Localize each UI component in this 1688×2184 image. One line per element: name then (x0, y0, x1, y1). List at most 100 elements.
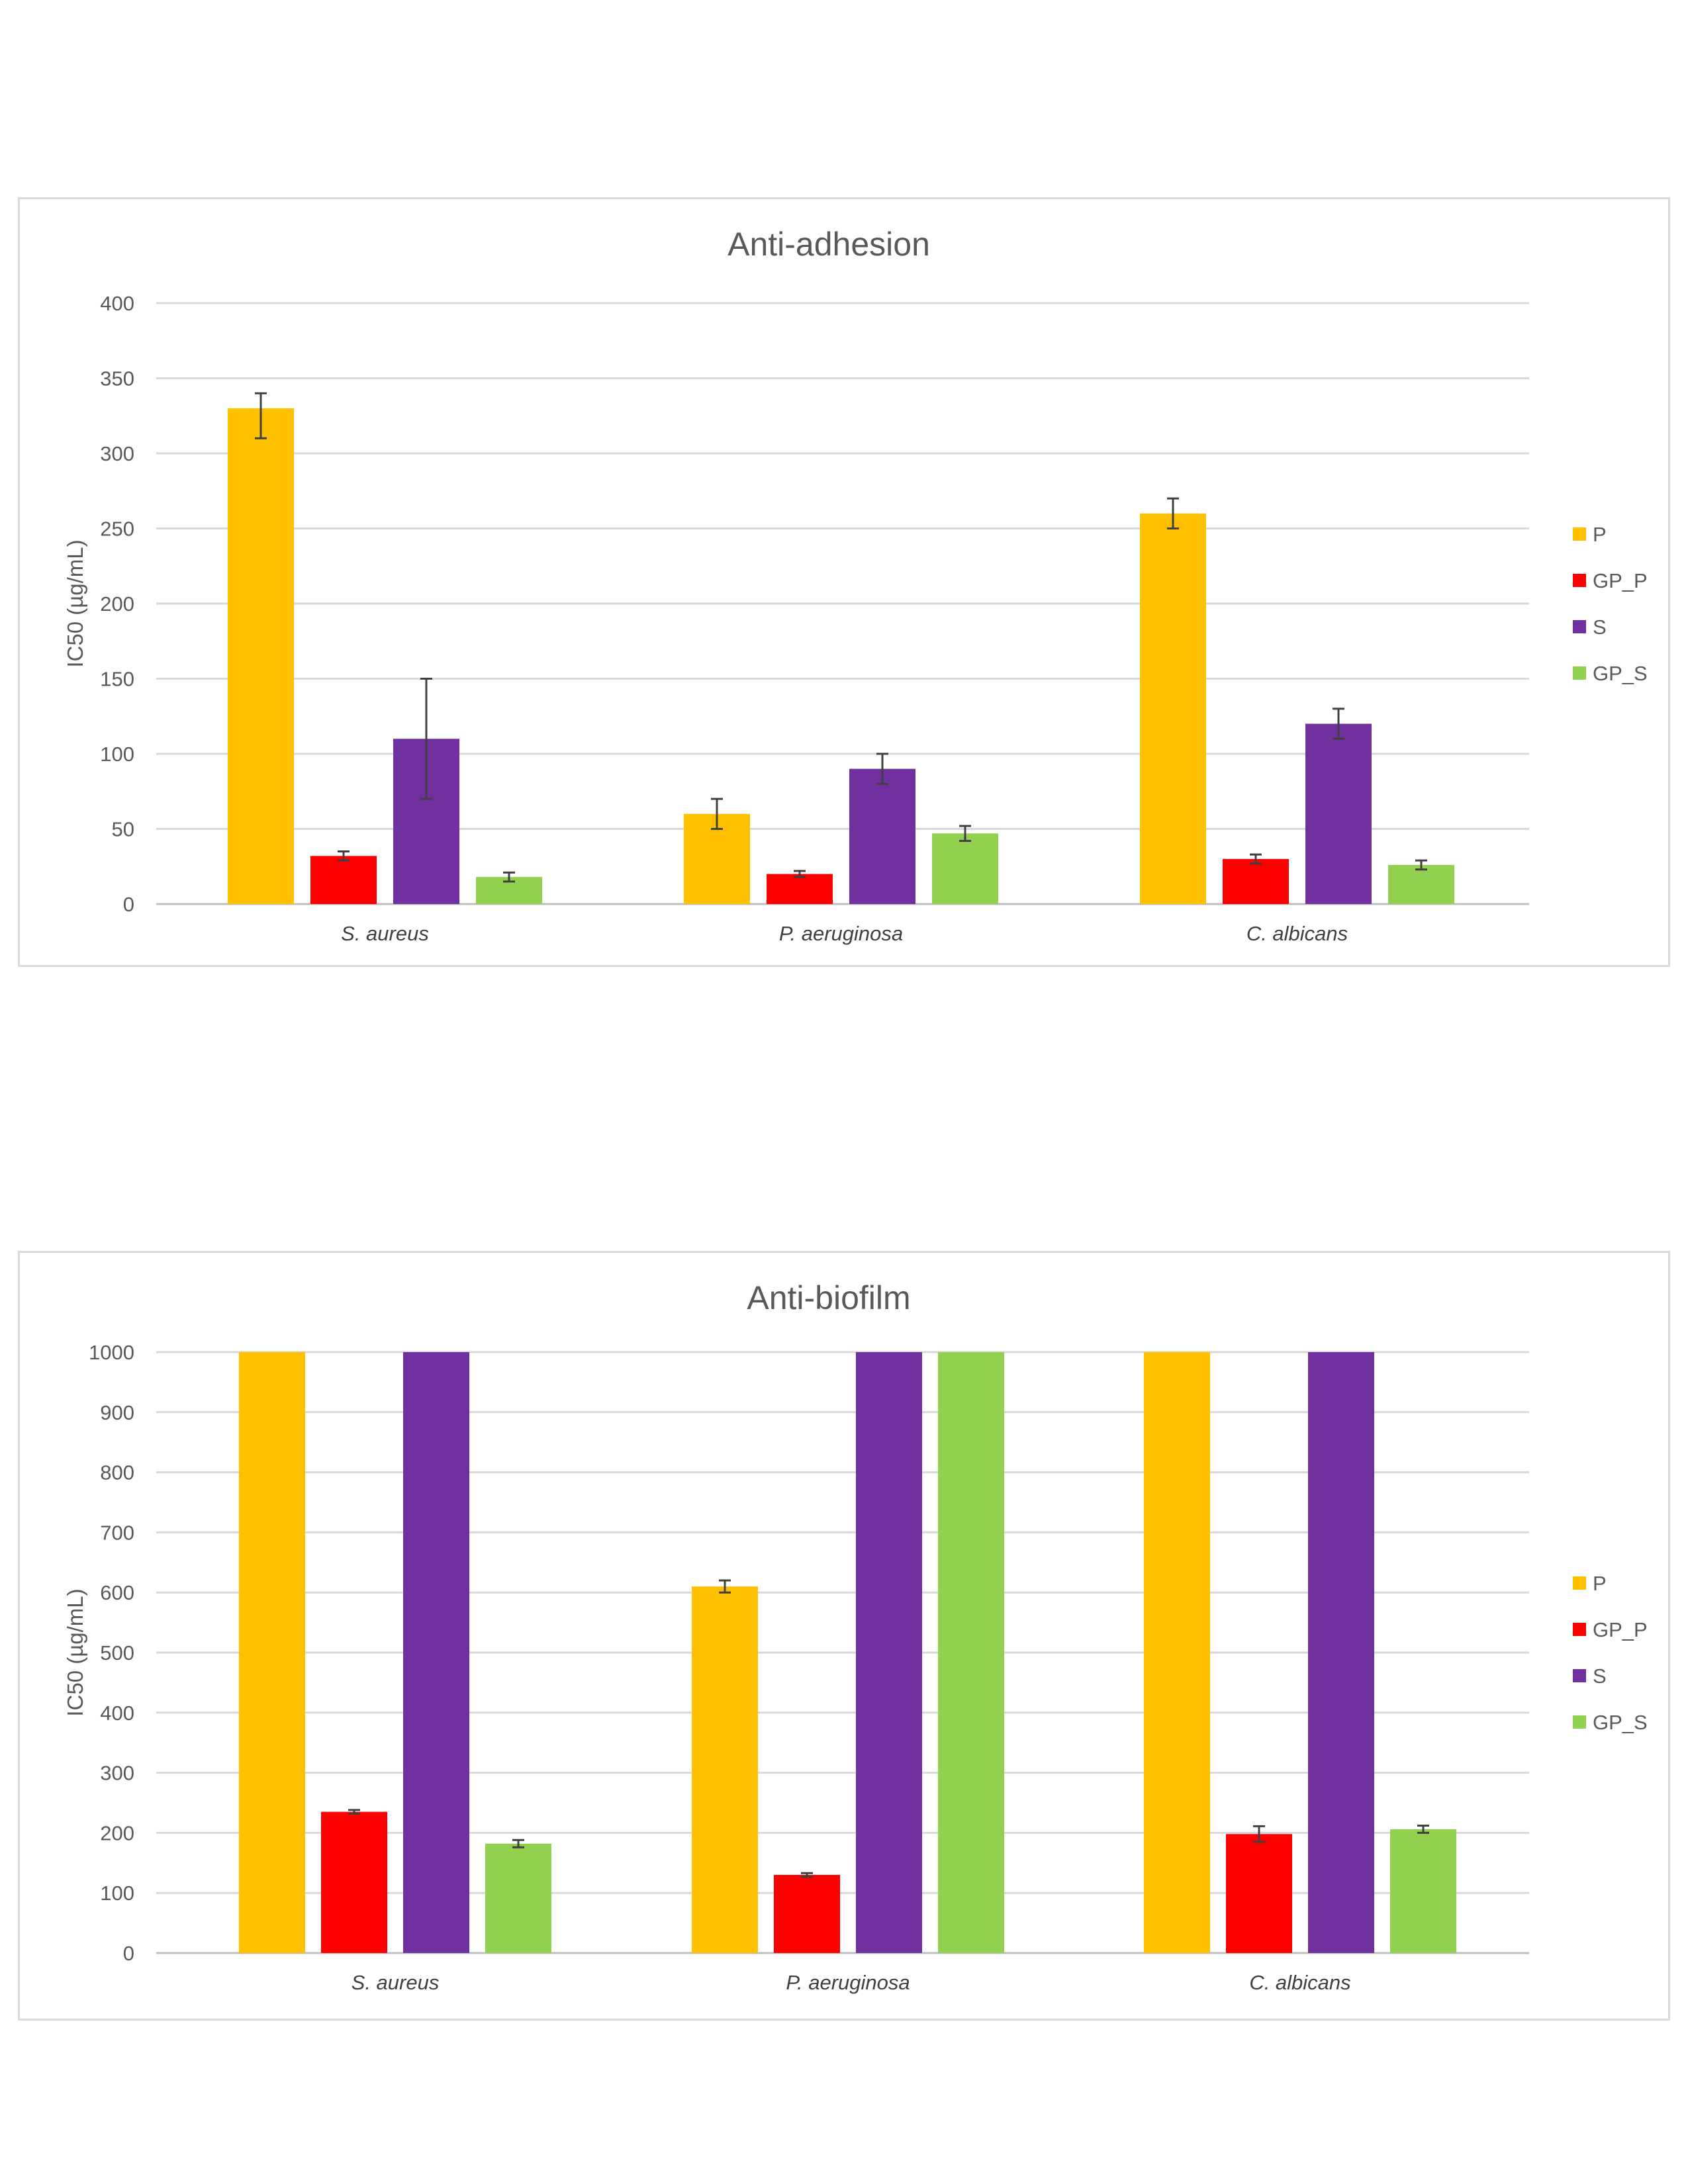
series-p (239, 1352, 1210, 1953)
error-bar (801, 1872, 813, 1878)
y-tick-label: 200 (100, 1821, 134, 1844)
bar (321, 1811, 387, 1953)
y-tick-label: 100 (100, 743, 134, 766)
chart-title: Anti-biofilm (747, 1279, 910, 1316)
legend-swatch (1573, 527, 1586, 541)
chart-title: Anti-adhesion (727, 226, 930, 263)
bar (692, 1586, 758, 1953)
bar (932, 833, 998, 904)
bar (310, 856, 377, 904)
y-tick-label: 400 (100, 1702, 134, 1725)
error-bar (348, 1809, 360, 1815)
legend-label: S (1593, 615, 1607, 639)
error-bar (1333, 707, 1344, 740)
legend: P GP_P S GP_S (1573, 1572, 1648, 1734)
anti-biofilm-chart: Anti-biofilm IC50 (µg/mL) 0 100 200 300 400 5… (18, 1251, 1670, 2021)
error-bar (1250, 853, 1262, 865)
legend-label: GP_S (1593, 662, 1648, 685)
y-tick-label: 200 (100, 592, 134, 615)
bar (1308, 1352, 1374, 1953)
bar (774, 1874, 840, 1953)
y-tick-label: 300 (100, 442, 134, 465)
series-s (393, 678, 1372, 904)
legend-label: P (1593, 523, 1607, 546)
series-s (403, 1352, 1374, 1953)
y-tick-label: 100 (100, 1882, 134, 1905)
legend-swatch (1573, 1576, 1586, 1590)
legend-label: S (1593, 1664, 1607, 1688)
gridlines (156, 302, 1529, 905)
error-bar (420, 678, 432, 800)
series-gp-s (476, 825, 1454, 904)
error-bar (794, 870, 806, 878)
legend-label: P (1593, 1572, 1607, 1595)
bar (1140, 513, 1206, 904)
y-tick-label: 800 (100, 1461, 134, 1484)
error-bar (255, 392, 267, 439)
series-gp-p (310, 850, 1289, 904)
bar (856, 1352, 922, 1953)
bar (849, 768, 915, 904)
legend-label: GP_P (1593, 569, 1648, 592)
bar (239, 1352, 305, 1953)
y-tick-label: 0 (123, 893, 134, 916)
bar (938, 1352, 1004, 1953)
legend-swatch (1573, 1669, 1586, 1682)
y-tick-label: 0 (123, 1942, 134, 1965)
legend-swatch (1573, 574, 1586, 587)
y-tick-label: 400 (100, 292, 134, 315)
error-bar (1167, 497, 1179, 529)
error-bar (512, 1839, 524, 1848)
y-tick-label: 700 (100, 1521, 134, 1544)
anti-adhesion-plot: Anti-adhesion IC50 (µg/mL) 0 50 100 150 200 2… (63, 226, 1648, 945)
bar (1223, 858, 1289, 904)
y-tick-label: 300 (100, 1762, 134, 1785)
error-bar (503, 871, 515, 883)
bar (1226, 1834, 1292, 1953)
anti-adhesion-chart: Anti-adhesion IC50 (µg/mL) 0 50 100 150 200 2… (18, 197, 1670, 967)
y-tick-label: 1000 (89, 1341, 134, 1364)
x-category-label: S. aureus (341, 922, 429, 945)
y-tick-label: 250 (100, 518, 134, 541)
y-tick-label: 350 (100, 367, 134, 390)
y-tick-label: 900 (100, 1401, 134, 1424)
error-bar (959, 825, 971, 842)
series-p (228, 392, 1206, 904)
bar (403, 1352, 469, 1953)
bar (1390, 1829, 1456, 1953)
bar (1305, 723, 1372, 904)
y-tick-label: 150 (100, 668, 134, 691)
legend: P GP_P S GP_S (1573, 523, 1648, 685)
bar (1388, 864, 1454, 904)
x-category-label: C. albicans (1249, 1971, 1350, 1994)
series-gp-p (321, 1809, 1292, 1953)
error-bar (338, 850, 350, 862)
bar (228, 408, 294, 904)
y-tick-label: 500 (100, 1641, 134, 1664)
legend-label: GP_S (1593, 1711, 1648, 1734)
x-category-label: P. aeruginosa (779, 922, 903, 945)
y-tick-label: 600 (100, 1581, 134, 1604)
bar (767, 874, 833, 904)
error-bar (876, 752, 888, 785)
error-bar (1253, 1825, 1265, 1843)
y-axis-label: IC50 (µg/mL) (63, 539, 87, 667)
bar (1144, 1352, 1210, 1953)
legend-swatch (1573, 1715, 1586, 1729)
y-axis-label: IC50 (µg/mL) (63, 1588, 87, 1716)
x-category-label: S. aureus (352, 1971, 440, 1994)
error-bar (719, 1579, 731, 1594)
anti-biofilm-plot: Anti-biofilm IC50 (µg/mL) 0 100 200 300 400 5… (63, 1279, 1648, 1994)
error-bar (1417, 1825, 1429, 1834)
series-gp-s (485, 1352, 1456, 1953)
legend-swatch (1573, 620, 1586, 633)
bar (485, 1843, 551, 1953)
legend-swatch (1573, 1623, 1586, 1636)
error-bar (1415, 859, 1427, 871)
y-tick-label: 50 (112, 818, 134, 841)
legend-swatch (1573, 666, 1586, 680)
x-category-label: C. albicans (1246, 922, 1348, 945)
error-bar (711, 797, 723, 830)
x-category-label: P. aeruginosa (786, 1971, 910, 1994)
legend-label: GP_P (1593, 1618, 1648, 1641)
